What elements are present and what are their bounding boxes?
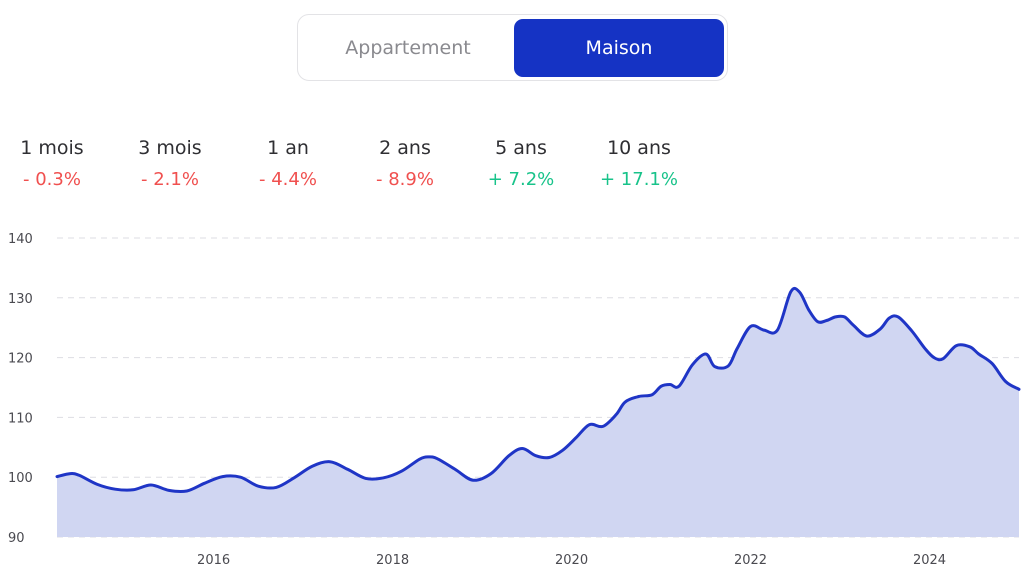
stat-2-ans: 2 ans - 8.9% bbox=[350, 132, 460, 196]
stat-5-ans: 5 ans + 7.2% bbox=[466, 132, 576, 196]
stat-1-an: 1 an - 4.4% bbox=[233, 132, 343, 196]
toggle-option-maison[interactable]: Maison bbox=[514, 19, 724, 77]
series-area bbox=[57, 288, 1019, 537]
x-tick-label: 2016 bbox=[197, 553, 230, 568]
x-tick-label: 2024 bbox=[913, 553, 946, 568]
x-tick-label: 2020 bbox=[555, 553, 588, 568]
y-tick-label: 120 bbox=[8, 352, 33, 367]
x-tick-label: 2022 bbox=[734, 553, 767, 568]
property-type-toggle: Appartement Maison bbox=[297, 14, 728, 81]
stat-value: + 7.2% bbox=[487, 169, 555, 190]
stat-value: - 2.1% bbox=[141, 169, 199, 190]
stat-value: - 8.9% bbox=[376, 169, 434, 190]
stat-label: 1 an bbox=[267, 137, 309, 159]
y-tick-label: 110 bbox=[8, 411, 33, 426]
y-tick-label: 100 bbox=[8, 471, 33, 486]
x-tick-label: 2018 bbox=[376, 553, 409, 568]
stat-label: 3 mois bbox=[138, 137, 202, 159]
stat-value: - 4.4% bbox=[259, 169, 317, 190]
stat-label: 5 ans bbox=[495, 137, 547, 159]
y-tick-label: 90 bbox=[8, 531, 25, 546]
stat-value: - 0.3% bbox=[23, 169, 81, 190]
y-tick-label: 130 bbox=[8, 292, 33, 307]
stat-10-ans: 10 ans + 17.1% bbox=[584, 132, 694, 196]
y-tick-label: 140 bbox=[8, 232, 33, 247]
price-change-stats: 1 mois - 0.3% 3 mois - 2.1% 1 an - 4.4% … bbox=[0, 132, 720, 202]
toggle-option-appartement[interactable]: Appartement bbox=[345, 37, 471, 59]
stat-3-mois: 3 mois - 2.1% bbox=[115, 132, 225, 196]
stat-label: 10 ans bbox=[607, 137, 671, 159]
stat-1-mois: 1 mois - 0.3% bbox=[0, 132, 107, 196]
stat-label: 1 mois bbox=[20, 137, 84, 159]
series-line bbox=[55, 286, 1021, 494]
stat-label: 2 ans bbox=[379, 137, 431, 159]
stat-value: + 17.1% bbox=[600, 169, 678, 190]
